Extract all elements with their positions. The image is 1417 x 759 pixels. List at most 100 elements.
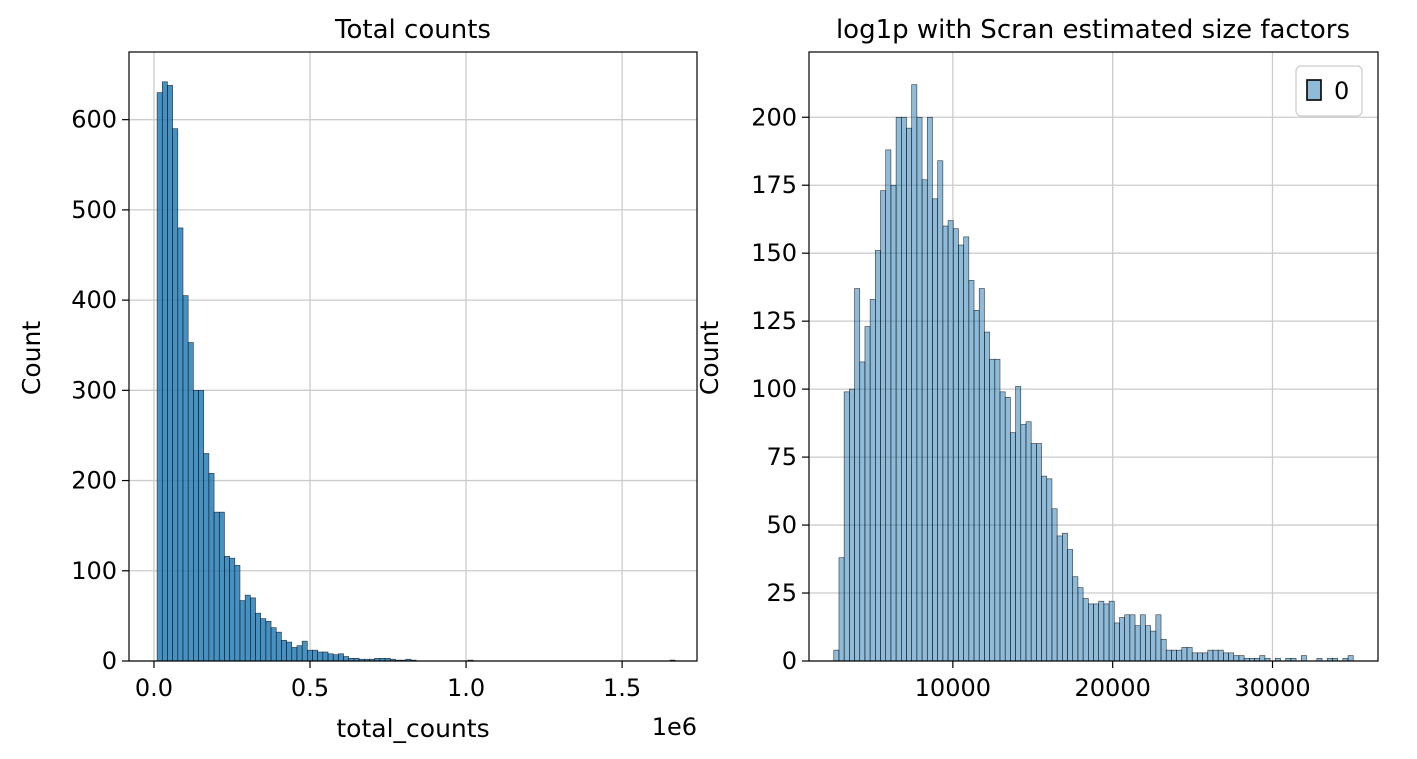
histogram-bar [291, 647, 298, 662]
histogram-bar [895, 116, 902, 662]
histogram-bar [229, 557, 236, 662]
histogram-bar [260, 618, 267, 662]
histogram-bar [1082, 598, 1089, 662]
histogram-bar [172, 128, 179, 662]
histogram-bar [338, 653, 344, 662]
histogram-bar [1041, 475, 1048, 662]
histogram-bar [1004, 396, 1011, 662]
x-tick-label: 20000 [1075, 674, 1151, 702]
histogram-bar [177, 227, 184, 662]
histogram-bar [859, 361, 866, 662]
histogram-bar [208, 473, 215, 662]
histogram-bar [244, 594, 251, 662]
histogram-bar [322, 651, 329, 662]
histogram-bar [901, 116, 907, 662]
histogram-bar [1010, 432, 1016, 662]
histogram-bar [1233, 655, 1240, 662]
histogram-bar [1238, 655, 1245, 662]
histogram-bar [916, 116, 923, 662]
histogram-bar [218, 511, 225, 662]
histogram-bar [1062, 532, 1068, 662]
histogram-bar [984, 331, 990, 662]
chart-title: Total counts [334, 15, 491, 45]
histogram-bar [1020, 424, 1027, 662]
histogram-bar [1217, 649, 1224, 662]
x-axis-ticks: 10000 20000 30000 [915, 661, 1311, 702]
histogram-bar [1139, 614, 1146, 662]
histogram-bar [1134, 625, 1141, 662]
histogram-bar [1181, 647, 1188, 662]
y-axis-label: Count [17, 321, 46, 395]
histogram-bar [1046, 478, 1053, 662]
histogram-bar [265, 621, 272, 662]
histogram-bar [1191, 652, 1198, 662]
legend-entry-label: 0 [1334, 77, 1349, 105]
x-tick-label: 1.5 [603, 674, 641, 702]
histogram-bar [885, 149, 892, 662]
histogram-bar [833, 649, 840, 662]
histogram-bar [1088, 603, 1094, 662]
histogram-bar [937, 160, 944, 662]
histogram-bar [1072, 576, 1079, 662]
y-tick-label: 0 [102, 647, 117, 675]
y-tick-label: 500 [71, 196, 117, 224]
y-tick-label: 100 [751, 375, 797, 403]
histogram-bar [999, 391, 1006, 662]
legend-swatch [1306, 79, 1322, 101]
histogram-bar [1212, 649, 1219, 662]
y-axis-ticks: 0 25 50 75 100 125 150 175 200 [751, 103, 809, 675]
histogram-bar [932, 198, 938, 662]
x-tick-label: 30000 [1234, 674, 1310, 702]
histogram-bar [1124, 614, 1131, 662]
histogram-bar [958, 244, 964, 662]
histogram-total-counts: 0.0 0.5 1.0 1.5 0 100 200 300 400 500 600 Total c… [17, 15, 698, 743]
histogram-bar [255, 612, 262, 662]
histogram-bar [1150, 630, 1157, 662]
histogram-bar [978, 288, 985, 662]
histogram-bar [1108, 600, 1115, 662]
histogram-bar [1129, 614, 1136, 662]
histogram-bar [1155, 614, 1162, 662]
legend: 0 [1295, 65, 1363, 117]
histogram-bar [343, 656, 350, 662]
histogram-bar [849, 388, 855, 662]
histogram-bar [213, 511, 220, 662]
histogram-bar [239, 600, 246, 662]
histogram-bar [1347, 655, 1354, 662]
histogram-bar [1197, 652, 1203, 662]
histogram-bar [838, 557, 845, 662]
histogram-bar [1015, 386, 1022, 662]
x-tick-label: 1.0 [447, 674, 485, 702]
histogram-bar [1056, 535, 1063, 662]
histogram-bar [1160, 638, 1167, 662]
histogram-bar [973, 309, 980, 662]
x-axis-offset-label: 1e6 [652, 713, 697, 741]
histogram-bar [193, 390, 199, 662]
histogram-bar [880, 190, 887, 662]
histogram-bar [1093, 603, 1099, 662]
histogram-bar [890, 184, 897, 662]
histogram-bar [968, 280, 975, 662]
histogram-bar [1077, 587, 1084, 662]
histogram-bar [947, 220, 954, 662]
x-tick-label: 10000 [915, 674, 991, 702]
histogram-bar [1025, 421, 1032, 662]
y-tick-label: 600 [71, 106, 117, 134]
histogram-bar [1145, 625, 1151, 662]
histogram-bar [198, 390, 205, 662]
histogram-bar [994, 358, 1001, 662]
histogram-bar [224, 556, 230, 662]
histogram-bar [167, 85, 173, 662]
histogram-bar [1202, 652, 1209, 662]
histogram-bar [234, 565, 241, 662]
histogram-bars [833, 84, 1354, 662]
histogram-bar [942, 225, 949, 662]
y-tick-label: 25 [766, 579, 797, 607]
y-tick-label: 300 [71, 376, 117, 404]
y-tick-label: 200 [751, 103, 797, 131]
histogram-bars [156, 81, 676, 662]
histogram-bar [1259, 655, 1266, 662]
histogram-bar [1165, 649, 1172, 662]
histogram-bar [989, 358, 996, 662]
